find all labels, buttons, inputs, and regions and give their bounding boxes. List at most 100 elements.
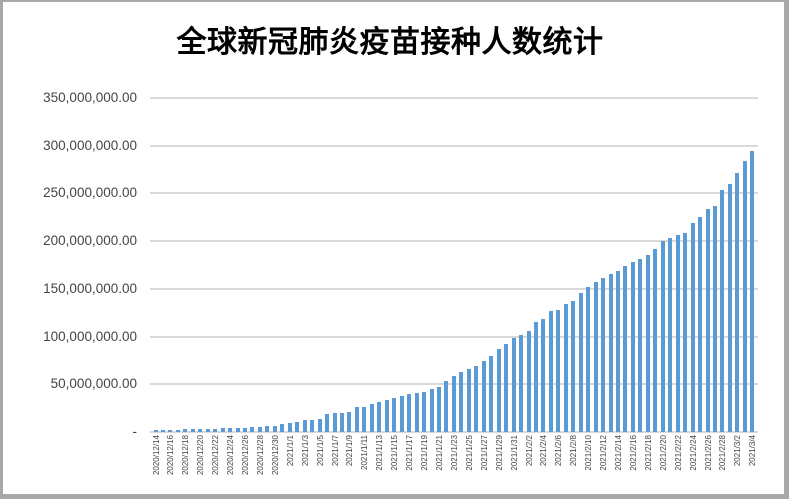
bar xyxy=(623,265,628,432)
bar xyxy=(608,273,613,432)
x-axis-tick-label: 2021/1/1 xyxy=(285,435,295,467)
bar xyxy=(451,375,456,432)
chart-title: 全球新冠肺炎疫苗接种人数统计 xyxy=(176,26,604,59)
x-axis-tick-label: 2021/2/28 xyxy=(718,435,728,471)
bar xyxy=(750,151,755,432)
x-axis-tick-label: 2021/1/5 xyxy=(315,435,325,467)
x-axis-tick-label: 2021/1/13 xyxy=(375,435,385,471)
bar xyxy=(533,321,538,432)
y-axis-tick-label: 200,000,000.00 xyxy=(43,233,137,249)
bar xyxy=(213,428,218,432)
gridline xyxy=(150,335,758,338)
bar xyxy=(160,429,165,432)
bar xyxy=(541,319,546,432)
x-axis-tick-label: 2020/12/28 xyxy=(255,435,265,476)
bar xyxy=(220,428,225,432)
bar xyxy=(429,389,434,432)
gridline xyxy=(150,144,758,147)
bar xyxy=(407,394,412,432)
bar xyxy=(742,160,747,432)
bar xyxy=(675,235,680,432)
bar xyxy=(228,427,233,432)
bar xyxy=(347,411,352,432)
x-axis-tick-label: 2021/1/15 xyxy=(390,435,400,471)
bar xyxy=(720,190,725,432)
bar xyxy=(668,238,673,432)
y-axis-tick-label: 50,000,000.00 xyxy=(50,376,137,392)
y-axis-tick-label: - xyxy=(132,424,138,439)
x-axis-tick-label: 2021/1/19 xyxy=(420,435,430,471)
bar xyxy=(481,361,486,432)
bar xyxy=(660,241,665,432)
bar xyxy=(713,205,717,432)
bar xyxy=(302,420,307,432)
gridline xyxy=(150,192,758,195)
bar xyxy=(705,209,710,432)
x-axis-tick-label: 2021/2/22 xyxy=(673,435,683,471)
y-axis-tick-label: 150,000,000.00 xyxy=(43,280,137,296)
bar xyxy=(586,286,591,432)
bar xyxy=(616,270,621,432)
x-axis-tick-label: 2020/12/22 xyxy=(211,435,221,476)
x-axis-tick-label: 2021/1/3 xyxy=(300,435,310,467)
bar xyxy=(444,381,449,432)
bar xyxy=(317,419,322,432)
bar xyxy=(690,222,695,432)
bar xyxy=(265,426,270,432)
bar xyxy=(422,391,427,432)
bar xyxy=(683,232,688,432)
bar xyxy=(698,216,703,432)
x-axis-tick-label: 2021/1/25 xyxy=(464,435,474,471)
bar xyxy=(280,424,285,432)
x-axis-tick-label: 2020/12/30 xyxy=(270,435,280,476)
x-axis-tick-label: 2021/1/9 xyxy=(345,435,355,467)
bar xyxy=(250,427,255,432)
bar xyxy=(354,407,359,432)
x-axis-tick-label: 2020/12/26 xyxy=(241,435,251,476)
bar xyxy=(235,427,240,432)
bar xyxy=(489,355,494,432)
bar xyxy=(526,330,531,432)
x-axis-tick-label: 2020/12/18 xyxy=(181,435,191,476)
gridline xyxy=(150,240,758,243)
bar xyxy=(496,348,501,432)
gridline xyxy=(150,287,758,290)
bar xyxy=(183,429,188,432)
bar xyxy=(638,259,643,432)
bar xyxy=(727,183,732,432)
bar xyxy=(175,429,180,432)
x-axis-tick-label: 2021/2/10 xyxy=(584,435,594,471)
bar xyxy=(459,371,464,432)
x-axis-tick-label: 2020/12/14 xyxy=(151,435,161,476)
gridline xyxy=(150,431,758,433)
x-axis-tick-label: 2021/1/31 xyxy=(509,435,519,471)
bar xyxy=(392,397,397,432)
bar xyxy=(511,338,516,432)
x-axis-tick-label: 2021/2/24 xyxy=(688,435,698,471)
y-axis-tick-label: 350,000,000.00 xyxy=(43,90,137,105)
x-axis-tick-label: 2021/1/29 xyxy=(494,435,504,471)
bar xyxy=(556,310,561,432)
bar xyxy=(571,301,576,432)
y-axis-tick-label: 300,000,000.00 xyxy=(43,137,137,153)
bar xyxy=(519,334,524,432)
bar xyxy=(362,406,367,432)
x-axis-tick-label: 2021/2/6 xyxy=(554,435,564,467)
bar xyxy=(504,344,509,432)
bar xyxy=(205,428,210,432)
bar xyxy=(384,399,389,432)
x-axis-tick-label: 2021/2/8 xyxy=(569,435,579,467)
y-axis-tick-label: 250,000,000.00 xyxy=(43,185,137,201)
bar xyxy=(168,429,173,432)
x-axis-tick-label: 2021/1/17 xyxy=(405,435,415,471)
bar xyxy=(369,404,374,432)
x-axis-tick-label: 2021/2/2 xyxy=(524,435,534,467)
bar xyxy=(630,262,635,432)
x-axis-tick-label: 2021/1/7 xyxy=(330,435,340,467)
bar xyxy=(474,365,479,432)
x-axis-tick-label: 2021/1/21 xyxy=(434,435,444,471)
x-axis-tick-label: 2021/1/27 xyxy=(479,435,489,471)
bar xyxy=(272,425,277,432)
bar xyxy=(563,303,568,432)
bar xyxy=(593,282,598,432)
